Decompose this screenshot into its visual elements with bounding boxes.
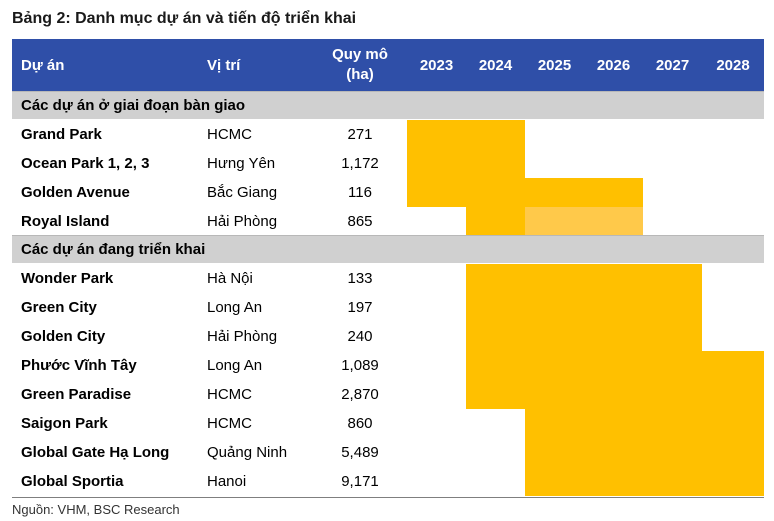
table-row: Phước Vĩnh Tây Long An 1,089 bbox=[12, 351, 764, 380]
project-name: Green Paradise bbox=[21, 386, 132, 403]
project-location: HCMC bbox=[207, 415, 252, 432]
section-label: Các dự án ở giai đoạn bàn giao bbox=[21, 97, 246, 114]
timeline-bar bbox=[466, 293, 702, 322]
table-row: Saigon Park HCMC 860 bbox=[12, 409, 764, 438]
timeline-bar bbox=[525, 438, 764, 467]
project-name: Ocean Park 1, 2, 3 bbox=[21, 155, 150, 172]
project-scale: 2,870 bbox=[341, 386, 379, 403]
project-scale: 860 bbox=[347, 415, 373, 432]
timeline-bar bbox=[466, 207, 525, 236]
project-name: Royal Island bbox=[21, 213, 110, 230]
project-name: Phước Vĩnh Tây bbox=[21, 357, 137, 374]
table-row: Royal Island Hải Phòng 865 bbox=[12, 207, 764, 236]
project-location: Hải Phòng bbox=[207, 213, 278, 230]
table-row: Global Gate Hạ Long Quảng Ninh 5,489 bbox=[12, 438, 764, 467]
project-scale: 197 bbox=[347, 299, 373, 316]
timeline-bar bbox=[466, 322, 702, 351]
project-scale: 865 bbox=[347, 213, 373, 230]
project-location: Quảng Ninh bbox=[207, 444, 288, 461]
table-row: Golden Avenue Bắc Giang 116 bbox=[12, 178, 764, 207]
header-scale-line1: Quy mô bbox=[332, 46, 388, 63]
project-location: Hải Phòng bbox=[207, 328, 278, 345]
table-row: Golden City Hải Phòng 240 bbox=[12, 322, 764, 351]
header-year-2023: 2023 bbox=[419, 56, 454, 74]
header-year-2027: 2027 bbox=[655, 56, 690, 74]
section-label: Các dự án đang triển khai bbox=[21, 241, 206, 258]
table-row: Grand Park HCMC 271 bbox=[12, 120, 764, 149]
table-title: Bảng 2: Danh mục dự án và tiến độ triển … bbox=[12, 10, 357, 27]
timeline-bar bbox=[525, 467, 764, 496]
timeline-bar bbox=[466, 380, 764, 409]
project-name: Global Sportia bbox=[21, 473, 124, 490]
table-row: Wonder Park Hà Nội 133 bbox=[12, 264, 764, 293]
table-header: Dự án Vị trí Quy mô (ha) 2023 2024 2025 … bbox=[12, 39, 764, 91]
header-scale-line2: (ha) bbox=[346, 66, 374, 83]
project-location: HCMC bbox=[207, 126, 252, 143]
timeline-bar bbox=[525, 409, 764, 438]
timeline-bar bbox=[525, 207, 643, 236]
timeline-bar bbox=[466, 264, 702, 293]
table-row: Ocean Park 1, 2, 3 Hưng Yên 1,172 bbox=[12, 149, 764, 178]
header-scale: Quy mô (ha) bbox=[315, 39, 405, 91]
project-location: Hà Nội bbox=[207, 270, 253, 287]
project-name: Green City bbox=[21, 299, 97, 316]
header-location: Vị trí bbox=[207, 56, 241, 74]
project-scale: 5,489 bbox=[341, 444, 379, 461]
source-note: Nguồn: VHM, BSC Research bbox=[12, 502, 180, 517]
timeline-bar bbox=[407, 178, 643, 207]
header-year-2028: 2028 bbox=[716, 56, 750, 74]
table-row: Global Sportia Hanoi 9,171 bbox=[12, 467, 764, 496]
project-scale: 1,089 bbox=[341, 357, 379, 374]
project-name: Golden City bbox=[21, 328, 106, 345]
project-scale: 116 bbox=[348, 184, 372, 201]
header-year-2026: 2026 bbox=[596, 56, 631, 74]
project-name: Saigon Park bbox=[21, 415, 108, 432]
project-name: Golden Avenue bbox=[21, 184, 130, 201]
project-name: Wonder Park bbox=[21, 270, 114, 287]
header-year-2025: 2025 bbox=[537, 56, 572, 74]
project-scale: 133 bbox=[347, 270, 373, 287]
project-location: Long An bbox=[207, 357, 263, 374]
project-scale: 271 bbox=[347, 126, 373, 143]
section-header: Các dự án đang triển khai bbox=[12, 235, 764, 263]
header-year-2024: 2024 bbox=[478, 56, 513, 74]
header-project: Dự án bbox=[21, 56, 65, 74]
project-location: Hanoi bbox=[207, 473, 247, 490]
timeline-bar bbox=[407, 120, 525, 149]
project-scale: 1,172 bbox=[341, 155, 379, 172]
project-location: Long An bbox=[207, 299, 263, 316]
project-location: Bắc Giang bbox=[207, 184, 278, 201]
project-scale: 240 bbox=[347, 328, 373, 345]
project-location: HCMC bbox=[207, 386, 252, 403]
table-row: Green Paradise HCMC 2,870 bbox=[12, 380, 764, 409]
project-scale: 9,171 bbox=[341, 473, 379, 490]
project-location: Hưng Yên bbox=[207, 155, 276, 172]
timeline-bar bbox=[407, 149, 525, 178]
table-bottom-rule bbox=[12, 497, 764, 498]
project-name: Global Gate Hạ Long bbox=[21, 444, 170, 461]
project-name: Grand Park bbox=[21, 126, 102, 143]
section-header: Các dự án ở giai đoạn bàn giao bbox=[12, 91, 764, 119]
timeline-bar bbox=[466, 351, 764, 380]
table-row: Green City Long An 197 bbox=[12, 293, 764, 322]
